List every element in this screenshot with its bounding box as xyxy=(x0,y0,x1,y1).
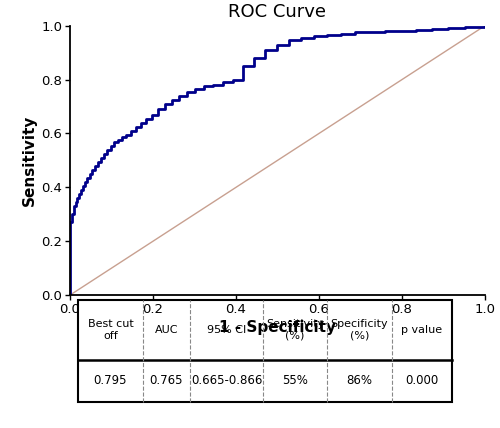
Text: AUC: AUC xyxy=(154,325,178,335)
Bar xyxy=(78,300,452,402)
Text: Specificity
(%): Specificity (%) xyxy=(330,319,388,341)
Text: Best cut
off: Best cut off xyxy=(88,319,134,341)
X-axis label: 1 - Specificity: 1 - Specificity xyxy=(219,320,336,335)
Text: 95% CI: 95% CI xyxy=(207,325,246,335)
Text: 0.795: 0.795 xyxy=(94,374,127,387)
Text: p value: p value xyxy=(401,325,442,335)
Title: ROC Curve: ROC Curve xyxy=(228,3,326,21)
Text: 86%: 86% xyxy=(346,374,372,387)
Text: Sensitivity
(%): Sensitivity (%) xyxy=(266,319,324,341)
Text: 55%: 55% xyxy=(282,374,308,387)
Text: 0.665-0.866: 0.665-0.866 xyxy=(191,374,262,387)
Text: 0.765: 0.765 xyxy=(150,374,183,387)
Text: 0.000: 0.000 xyxy=(405,374,438,387)
Y-axis label: Sensitivity: Sensitivity xyxy=(22,115,37,206)
